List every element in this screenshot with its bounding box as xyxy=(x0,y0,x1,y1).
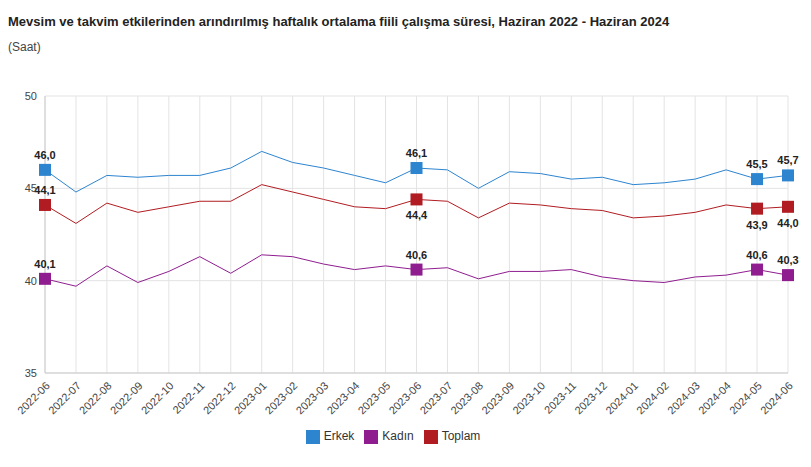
svg-text:44,0: 44,0 xyxy=(777,217,798,229)
svg-text:2023-01: 2023-01 xyxy=(232,379,269,416)
svg-text:40,6: 40,6 xyxy=(746,249,767,261)
svg-text:2023-08: 2023-08 xyxy=(448,379,485,416)
svg-text:40,6: 40,6 xyxy=(406,249,427,261)
svg-text:2023-05: 2023-05 xyxy=(355,379,392,416)
svg-text:2023-10: 2023-10 xyxy=(510,379,547,416)
html-text:Erkek: Erkek xyxy=(323,429,355,443)
html-text:Mevsim ve takvim etkilerinden: Mevsim ve takvim etkilerinden arındırılm… xyxy=(8,14,670,29)
svg-text:2022-12: 2022-12 xyxy=(201,379,238,416)
svg-text:44,4: 44,4 xyxy=(406,209,428,221)
svg-text:2022-09: 2022-09 xyxy=(108,379,145,416)
svg-text:2024-04: 2024-04 xyxy=(696,379,733,416)
svg-text:2024-06: 2024-06 xyxy=(758,379,795,416)
svg-text:2024-03: 2024-03 xyxy=(665,379,702,416)
svg-text:45: 45 xyxy=(25,182,37,194)
svg-text:43,9: 43,9 xyxy=(746,219,767,231)
svg-text:40,1: 40,1 xyxy=(34,258,55,270)
svg-text:46,0: 46,0 xyxy=(34,149,55,161)
html-text:Kadın: Kadın xyxy=(382,429,414,443)
svg-text:50: 50 xyxy=(25,90,37,102)
svg-text:40: 40 xyxy=(25,275,37,287)
svg-text:2023-09: 2023-09 xyxy=(479,379,516,416)
svg-text:44,1: 44,1 xyxy=(34,184,55,196)
svg-text:2022-11: 2022-11 xyxy=(170,379,206,415)
svg-text:2022-07: 2022-07 xyxy=(46,379,83,416)
svg-text:46,1: 46,1 xyxy=(406,147,427,159)
svg-text:45,7: 45,7 xyxy=(777,154,798,166)
svg-text:2023-12: 2023-12 xyxy=(572,379,609,416)
svg-text:45,5: 45,5 xyxy=(746,158,767,170)
svg-text:2023-02: 2023-02 xyxy=(263,379,300,416)
svg-text:2023-03: 2023-03 xyxy=(294,379,331,416)
svg-text:2024-05: 2024-05 xyxy=(727,379,764,416)
svg-text:35: 35 xyxy=(25,367,37,379)
svg-text:2022-06: 2022-06 xyxy=(15,379,52,416)
svg-text:2023-07: 2023-07 xyxy=(417,379,454,416)
svg-text:40,3: 40,3 xyxy=(777,254,798,266)
svg-text:2024-02: 2024-02 xyxy=(634,379,671,416)
svg-text:2023-04: 2023-04 xyxy=(324,379,361,416)
html-text:Toplam: Toplam xyxy=(441,429,481,443)
html-text:(Saat): (Saat) xyxy=(8,40,41,54)
svg-text:2023-11: 2023-11 xyxy=(542,379,578,415)
svg-text:2023-06: 2023-06 xyxy=(386,379,423,416)
svg-text:2024-01: 2024-01 xyxy=(603,379,640,416)
svg-text:2022-10: 2022-10 xyxy=(139,379,176,416)
svg-text:2022-08: 2022-08 xyxy=(77,379,114,416)
